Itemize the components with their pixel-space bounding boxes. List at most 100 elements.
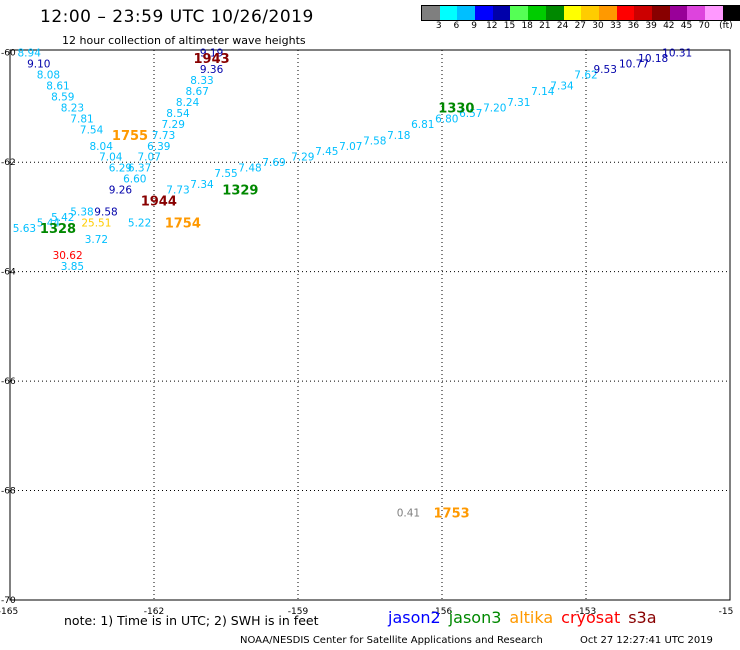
swh-value-label: 8.08 <box>37 70 60 82</box>
pass-time-label: 1944 <box>141 194 177 209</box>
swh-value-label: 7.48 <box>238 163 261 175</box>
legend-label: 24 <box>556 21 569 31</box>
swh-value-label: 7.29 <box>162 119 185 131</box>
latitude-tick-label: -60 <box>1 49 16 59</box>
satellite-jason3: jason3 <box>448 608 502 627</box>
page-title: 12:00 – 23:59 UTC 10/26/2019 <box>40 7 314 27</box>
swh-value-label: 10.31 <box>662 48 692 60</box>
legend-swatch <box>616 6 635 20</box>
swh-value-label: 7.29 <box>291 152 314 164</box>
swh-value-label: 7.81 <box>70 113 93 125</box>
pass-time-label: 1753 <box>434 506 470 521</box>
swh-value-label: 8.23 <box>61 102 84 114</box>
swh-value-label: 7.55 <box>214 168 237 180</box>
satellite-altika: altika <box>509 608 554 627</box>
longitude-tick-label: -162 <box>144 607 164 617</box>
legend-swatch <box>475 6 493 20</box>
legend-label: 6 <box>453 21 460 31</box>
swh-value-label: 7.07 <box>339 141 362 153</box>
latitude-tick-label: -64 <box>1 268 16 278</box>
swh-value-label: 7.58 <box>363 135 386 147</box>
legend-label: (ft) <box>719 21 733 31</box>
swh-value-label: 7.62 <box>574 70 597 82</box>
swh-value-label: 3.85 <box>61 261 84 273</box>
swh-value-label: 8.67 <box>186 86 209 98</box>
swh-value-label: 6.60 <box>123 174 146 186</box>
swh-value-label: 5.44 <box>37 217 61 229</box>
swh-value-label: 8.54 <box>166 108 190 120</box>
pass-time-label: 1330 <box>438 101 474 116</box>
latitude-tick-label: -62 <box>1 158 16 168</box>
legend-label: 27 <box>574 21 587 31</box>
legend-label: 21 <box>539 21 551 31</box>
swh-value-label: 5.22 <box>128 217 151 229</box>
legend-swatch <box>687 6 705 20</box>
satellite-s3a: s3a <box>628 608 657 627</box>
legend-label: 70 <box>698 21 710 31</box>
satellite-legend: jason2 jason3 altika cryosat s3a <box>388 608 665 627</box>
legend-swatch <box>439 6 458 20</box>
swh-value-label: 9.10 <box>27 59 50 71</box>
legend-swatch <box>563 6 582 20</box>
pass-time-label: 1943 <box>194 52 230 67</box>
legend-swatch <box>528 6 546 20</box>
swh-value-label: 7.34 <box>550 81 574 93</box>
swh-value-label: 8.94 <box>18 48 42 60</box>
latitude-tick-label: -70 <box>1 596 16 606</box>
legend-label: 15 <box>503 21 516 31</box>
legend-swatch <box>651 6 670 20</box>
satellite-cryosat: cryosat <box>561 608 621 627</box>
swh-value-label: 6.39 <box>147 141 170 153</box>
legend-swatch <box>457 6 476 20</box>
swh-value-label: 7.04 <box>99 152 123 164</box>
legend-swatch <box>510 6 529 20</box>
swh-value-label: 6.81 <box>411 119 434 131</box>
swh-value-label: 5.63 <box>13 223 36 235</box>
legend-label: 9 <box>471 21 477 31</box>
swh-value-label: 9.26 <box>109 185 133 197</box>
legend-swatch <box>722 6 740 20</box>
swh-color-legend-labels: 3 6 9 12 15 18 21 24 27 30 33 36 39 42 45 70 (ft) <box>421 21 740 33</box>
swh-value-label: 10.18 <box>638 53 668 65</box>
map-frame <box>9 49 731 601</box>
swh-value-label: 7.73 <box>166 185 189 197</box>
longitude-tick-label: -153 <box>576 607 596 617</box>
legend-label: 3 <box>435 21 442 31</box>
longitude-tick-label: -156 <box>432 607 453 617</box>
swh-value-label: 3.72 <box>85 234 108 246</box>
swh-color-legend <box>421 5 740 21</box>
swh-value-label: 8.61 <box>46 81 69 93</box>
longitude-tick-label: -159 <box>288 607 309 617</box>
swh-value-label: 5.38 <box>70 206 93 218</box>
legend-swatch <box>669 6 688 20</box>
page-subtitle: 12 hour collection of altimeter wave hei… <box>62 34 306 47</box>
longitude-tick-label: -15 <box>719 607 734 617</box>
pass-time-label: 1329 <box>222 184 258 199</box>
legend-swatch <box>581 6 599 20</box>
legend-label: 42 <box>663 21 675 31</box>
swh-value-label: 7.45 <box>315 146 338 158</box>
legend-swatch <box>634 6 652 20</box>
swh-value-label: 9.36 <box>200 64 224 76</box>
swh-value-label: 10.77 <box>619 59 649 71</box>
legend-label: 39 <box>645 21 657 31</box>
legend-swatch <box>545 6 564 20</box>
swh-value-label: 7.34 <box>190 179 214 191</box>
swh-value-label: 8.59 <box>51 92 74 104</box>
pass-time-label: 1755 <box>112 129 148 144</box>
legend-swatch <box>492 6 511 20</box>
footer-note: note: 1) Time is in UTC; 2) SWH is in fe… <box>64 613 319 628</box>
legend-label: 36 <box>627 21 640 31</box>
legend-swatch <box>422 6 440 20</box>
swh-value-label: 7.18 <box>387 130 410 142</box>
swh-value-label: 6.37 <box>128 163 151 175</box>
pass-time-label: 1754 <box>165 216 201 231</box>
satellite-jason2: jason2 <box>388 608 441 627</box>
legend-label: 33 <box>609 21 622 31</box>
swh-value-label: 7.54 <box>80 124 104 136</box>
swh-value-label: 8.24 <box>176 97 200 109</box>
credit-text: NOAA/NESDIS Center for Satellite Applica… <box>240 635 543 646</box>
swh-value-label: 9.19 <box>200 48 223 60</box>
swh-value-label: 8.33 <box>190 75 213 87</box>
